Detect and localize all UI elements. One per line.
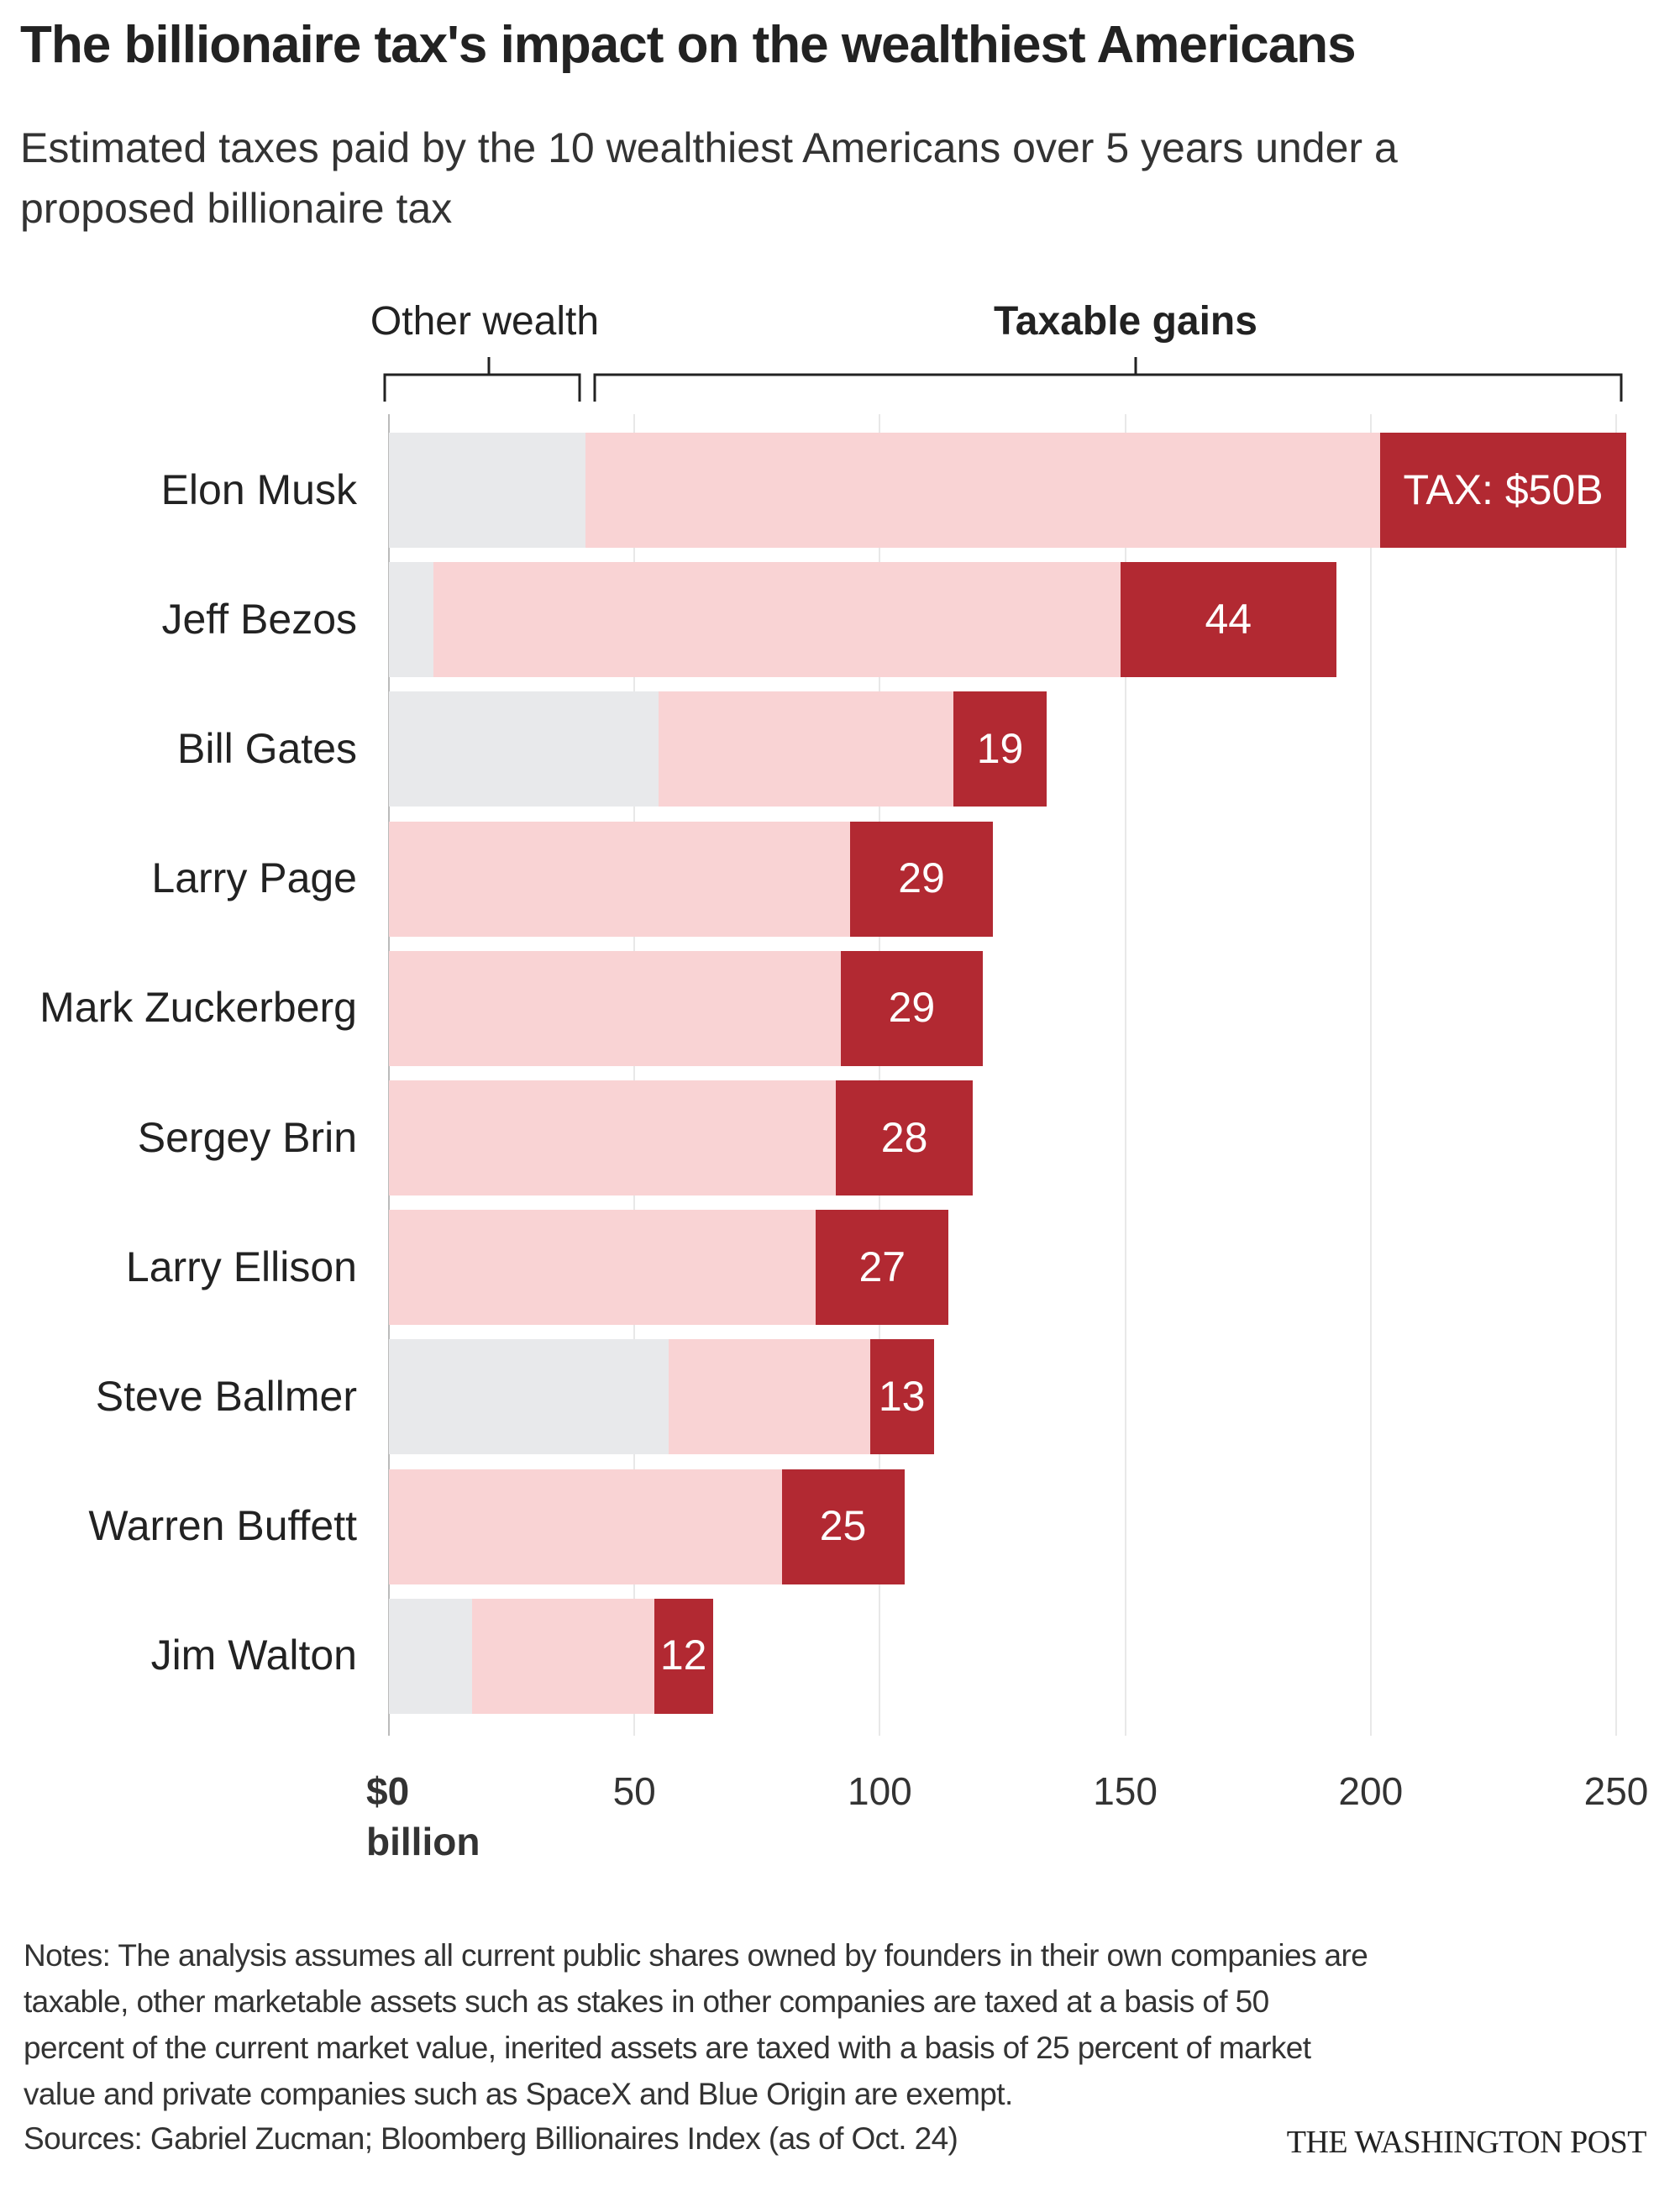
bar-other — [389, 562, 433, 678]
category-label: Bill Gates — [177, 724, 357, 772]
bar-tax — [654, 1598, 713, 1714]
category-label: Warren Buffett — [88, 1502, 357, 1550]
gridline — [1124, 414, 1126, 1736]
category-label: Mark Zuckerberg — [39, 984, 357, 1032]
bar-gains — [389, 1469, 782, 1584]
bar-gains — [389, 821, 851, 937]
bar-other — [389, 1598, 473, 1714]
tax-value-label: 25 — [819, 1502, 867, 1550]
sources: Sources: Gabriel Zucman; Bloomberg Billi… — [24, 2121, 958, 2156]
category-label: Steve Ballmer — [95, 1372, 357, 1420]
bracket-other-wealth — [383, 357, 581, 402]
category-label: Jeff Bezos — [161, 595, 357, 643]
bar-other — [389, 433, 585, 548]
tax-value-label: TAX: $50B — [1403, 465, 1604, 513]
notes: Notes: The analysis assumes all current … — [24, 1932, 1368, 2117]
tax-value-label: 12 — [659, 1632, 707, 1679]
x-tick-label: 100 — [848, 1769, 912, 1813]
tax-value-label: 19 — [976, 724, 1024, 772]
x-tick-label: 250 — [1583, 1769, 1649, 1813]
bar-gains — [389, 1080, 836, 1195]
category-label: Sergey Brin — [137, 1113, 357, 1161]
bar-gains — [389, 1210, 816, 1326]
bracket-taxable-gains — [593, 357, 1623, 402]
tax-value-label: 44 — [1205, 595, 1252, 643]
tax-value-label: 28 — [880, 1113, 928, 1161]
category-label: Larry Ellison — [125, 1243, 357, 1290]
gridline — [1615, 414, 1617, 1736]
chart-title: The billionaire tax's impact on the weal… — [20, 16, 1357, 74]
bar-other — [389, 691, 659, 807]
notes-line: percent of the current market value, ine… — [24, 2031, 1311, 2065]
bar-gains — [669, 1339, 870, 1455]
bar-tax — [1380, 433, 1626, 548]
bar-tax — [835, 1080, 974, 1195]
notes-line: taxable, other marketable assets such as… — [24, 1984, 1269, 2019]
bar-tax — [869, 1339, 934, 1455]
category-label: Larry Page — [151, 854, 357, 902]
bar-tax — [840, 950, 984, 1066]
bar-gains — [585, 433, 1381, 548]
bar-tax — [1120, 562, 1336, 678]
bar-gains — [433, 562, 1121, 678]
group-brackets — [383, 357, 1623, 402]
gridline — [1369, 414, 1372, 1736]
tax-value-label: 27 — [858, 1243, 906, 1290]
x-tick-label: 150 — [1093, 1769, 1158, 1813]
gridline — [633, 414, 636, 1736]
notes-line: value and private companies such as Spac… — [24, 2077, 1013, 2111]
category-label: Jim Walton — [150, 1632, 357, 1679]
bar-gains — [659, 691, 954, 807]
bar-other — [389, 1339, 669, 1455]
category-label: Elon Musk — [160, 465, 357, 513]
x-unit-label: billion — [366, 1820, 480, 1863]
bar-tax — [850, 821, 993, 937]
x-tick-label: 50 — [612, 1769, 656, 1813]
x-tick-label: 200 — [1338, 1769, 1404, 1813]
tax-value-label: 13 — [878, 1372, 926, 1420]
bar-tax — [816, 1210, 949, 1326]
gridline — [388, 414, 390, 1736]
tax-value-label: 29 — [898, 854, 945, 902]
chart-subtitle: Estimated taxes paid by the 10 wealthies… — [20, 124, 1398, 232]
credit-logo: THE WASHINGTON POST — [1286, 2125, 1647, 2160]
x-tick-label: $0 — [366, 1769, 410, 1813]
gridline — [879, 414, 881, 1736]
bar-tax — [953, 691, 1047, 807]
bar-gains — [389, 950, 841, 1066]
group-label-taxable-gains: Taxable gains — [994, 299, 1257, 344]
bar-tax — [781, 1469, 905, 1584]
group-label-other-wealth: Other wealth — [370, 299, 600, 344]
tax-value-label: 29 — [888, 984, 936, 1032]
notes-line: Notes: The analysis assumes all current … — [24, 1938, 1368, 1973]
bar-gains — [472, 1598, 654, 1714]
